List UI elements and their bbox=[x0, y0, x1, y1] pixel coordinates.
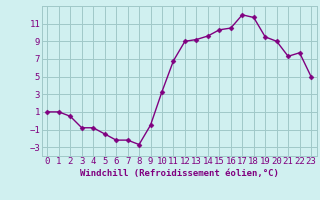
X-axis label: Windchill (Refroidissement éolien,°C): Windchill (Refroidissement éolien,°C) bbox=[80, 169, 279, 178]
